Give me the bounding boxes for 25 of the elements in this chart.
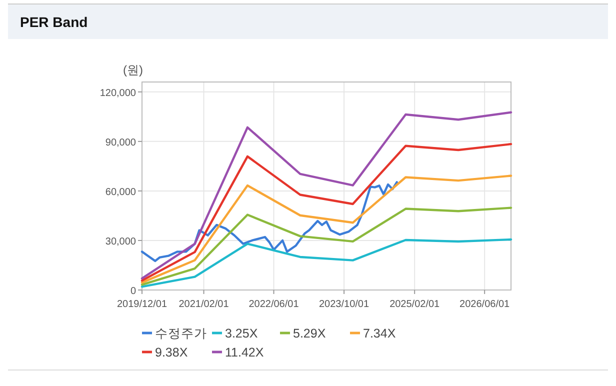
legend-label: 3.25X: [225, 326, 258, 340]
line-series: [140, 206, 512, 286]
line-series: [140, 174, 512, 284]
legend-label: 11.42X: [225, 346, 264, 360]
y-axis-title: (원): [123, 63, 143, 77]
x-tick-label: 2022/06/01: [248, 299, 300, 310]
legend-label: 7.34X: [363, 326, 396, 340]
x-tick-label: 2019/12/01: [116, 299, 168, 310]
line-series: [140, 238, 512, 288]
legend-label: 9.38X: [155, 346, 188, 360]
y-tick-label: 60,000: [105, 186, 136, 198]
x-tick-label: 2026/06/01: [460, 299, 510, 310]
y-tick-label: 0: [130, 286, 136, 297]
line-series: [140, 111, 512, 280]
chart-title: PER Band: [20, 14, 88, 30]
line-series: [140, 142, 512, 282]
x-tick-label: 2023/10/01: [319, 299, 370, 310]
x-tick-label: 2021/02/01: [178, 299, 230, 310]
legend-label: 5.29X: [293, 326, 326, 340]
y-tick-label: 90,000: [105, 137, 136, 148]
x-tick-label: 2025/02/01: [390, 299, 440, 310]
y-tick-label: 30,000: [105, 236, 136, 248]
line-series: [140, 181, 398, 262]
y-tick-label: 120,000: [100, 88, 136, 99]
legend-label: 수정주가: [155, 326, 207, 340]
